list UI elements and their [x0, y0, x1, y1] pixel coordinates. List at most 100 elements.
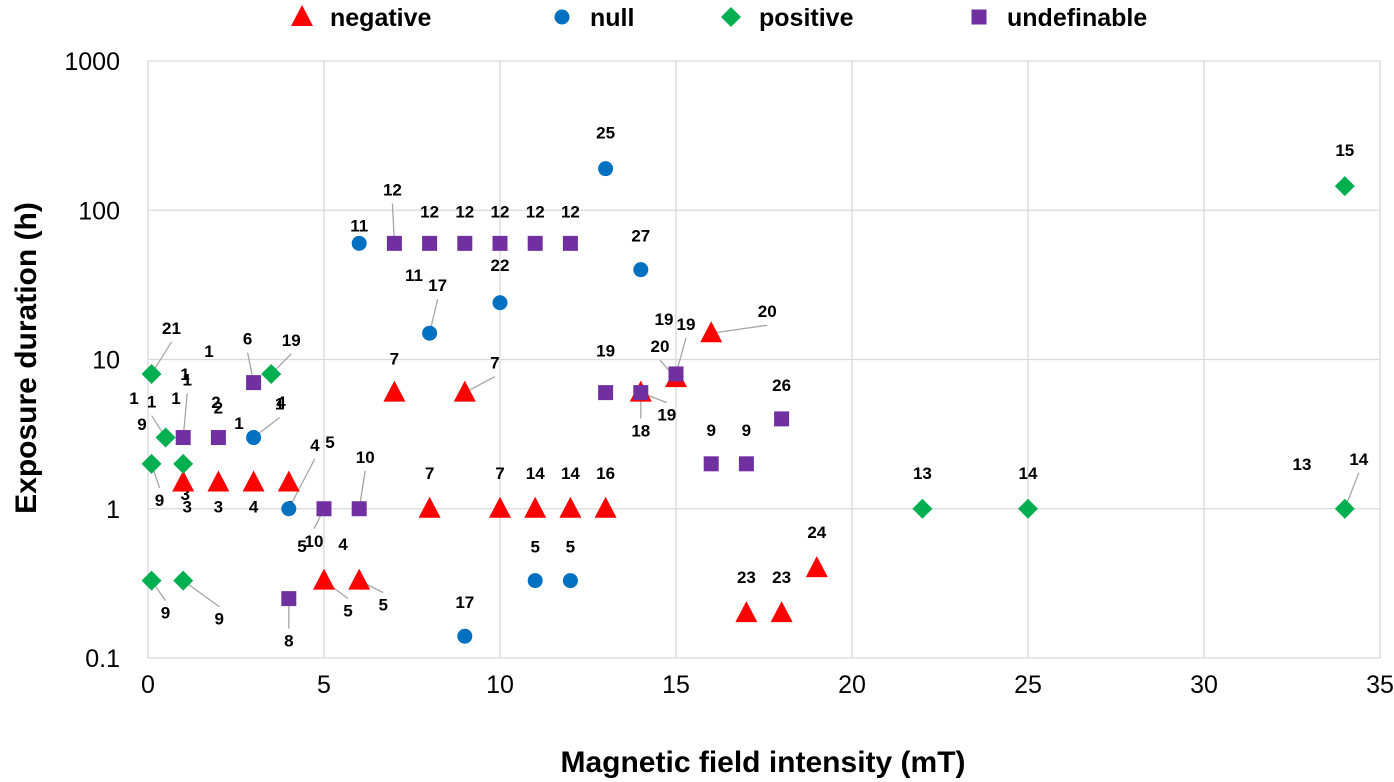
legend-label-null: null	[590, 4, 634, 32]
legend-marker-undefinable	[971, 9, 987, 25]
null-data-point	[457, 628, 473, 644]
y-tick-label: 100	[78, 197, 120, 225]
data-label: 4	[276, 393, 286, 412]
data-label: 12	[420, 202, 439, 221]
data-points	[141, 161, 1355, 644]
negative-data-point	[172, 470, 195, 492]
negative-data-point	[559, 496, 582, 518]
data-label: 5	[530, 538, 539, 557]
undefinable-data-point	[774, 411, 790, 427]
data-label: 1	[147, 393, 156, 412]
x-axis-title: Magnetic field intensity (mT)	[560, 746, 965, 779]
data-label: 19	[677, 315, 696, 334]
null-data-point	[351, 235, 367, 251]
data-label: 9	[161, 604, 170, 623]
legend-label-undefinable: undefinable	[1007, 4, 1147, 32]
y-tick-label: 1	[106, 496, 120, 524]
positive-data-point	[141, 453, 162, 474]
null-data-point	[598, 161, 614, 177]
data-label: 3	[182, 497, 191, 516]
negative-data-point	[348, 568, 371, 590]
data-label: 14	[561, 464, 580, 483]
x-tick-label: 30	[1190, 671, 1218, 699]
data-label: 7	[390, 350, 399, 369]
negative-data-point	[489, 496, 511, 518]
negative-data-point	[242, 470, 265, 492]
data-label: 12	[455, 202, 474, 221]
legend: negative null positive undefinable	[291, 4, 1147, 32]
null-data-point	[246, 430, 262, 446]
data-label: 2	[214, 399, 223, 418]
data-label: 19	[657, 406, 676, 425]
data-label: 24	[807, 523, 826, 542]
negative-data-point	[700, 321, 723, 343]
negative-data-point	[453, 380, 476, 402]
positive-data-point	[155, 427, 176, 448]
positive-data-point	[141, 363, 162, 384]
positive-data-point	[1334, 176, 1355, 197]
negative-data-point	[277, 470, 300, 492]
positive-data-point	[261, 363, 282, 384]
x-tick-label: 10	[486, 671, 514, 699]
positive-data-point	[1334, 498, 1355, 519]
undefinable-data-point	[281, 591, 297, 607]
data-label: 8	[284, 632, 293, 651]
label-leader-line	[182, 580, 220, 608]
negative-data-point	[770, 601, 793, 623]
data-label: 16	[596, 464, 615, 483]
x-tick-label: 5	[317, 671, 331, 699]
data-label: 14	[526, 464, 545, 483]
data-label: 5	[343, 602, 352, 621]
data-label: 9	[155, 491, 164, 510]
data-label: 19	[596, 342, 615, 361]
data-label: 1	[182, 371, 191, 390]
undefinable-data-point	[703, 456, 719, 472]
grid-lines	[147, 60, 1381, 659]
undefinable-data-point	[562, 235, 578, 251]
data-label: 21	[162, 319, 181, 338]
null-data-point	[422, 325, 438, 341]
data-label: 19	[655, 310, 674, 329]
x-tick-label: 35	[1366, 671, 1394, 699]
data-label: 9	[137, 415, 146, 434]
data-label: 14	[1349, 450, 1368, 469]
data-label: 5	[378, 596, 387, 615]
legend-label-positive: positive	[759, 4, 854, 32]
label-leader-lines	[150, 203, 1360, 629]
x-tick-label: 0	[141, 671, 155, 699]
data-label: 3	[214, 497, 223, 516]
undefinable-data-point	[598, 385, 614, 401]
y-tick-label: 10	[92, 347, 120, 375]
undefinable-data-point	[351, 501, 367, 517]
point-labels: 3344557777141416182020232324141117172255…	[129, 124, 1369, 651]
data-label: 11	[350, 216, 368, 235]
data-label: 27	[631, 227, 650, 246]
data-label: 12	[383, 180, 402, 199]
data-label: 17	[428, 276, 447, 295]
undefinable-data-point	[175, 430, 191, 446]
positive-data-point	[141, 570, 162, 591]
data-label: 9	[706, 421, 715, 440]
undefinable-data-point	[210, 430, 226, 446]
positive-data-point	[1018, 498, 1038, 519]
undefinable-data-point	[316, 501, 332, 517]
data-label: 9	[214, 610, 223, 629]
null-data-point	[562, 573, 578, 589]
positive-data-point	[912, 498, 933, 519]
x-tick-label: 25	[1014, 671, 1042, 699]
data-label: 2	[211, 393, 220, 412]
data-label: 1	[275, 395, 284, 414]
undefinable-data-point	[386, 235, 402, 251]
data-label: 23	[737, 568, 756, 587]
data-label: 23	[772, 568, 791, 587]
data-label: 7	[495, 464, 504, 483]
negative-data-point	[594, 496, 617, 518]
negative-data-point	[313, 568, 335, 590]
data-label: 7	[490, 354, 499, 373]
data-label: 13	[1293, 455, 1312, 474]
legend-marker-null	[554, 9, 570, 25]
undefinable-data-point	[738, 456, 754, 472]
null-data-point	[492, 295, 508, 311]
data-label: 4	[338, 535, 348, 554]
